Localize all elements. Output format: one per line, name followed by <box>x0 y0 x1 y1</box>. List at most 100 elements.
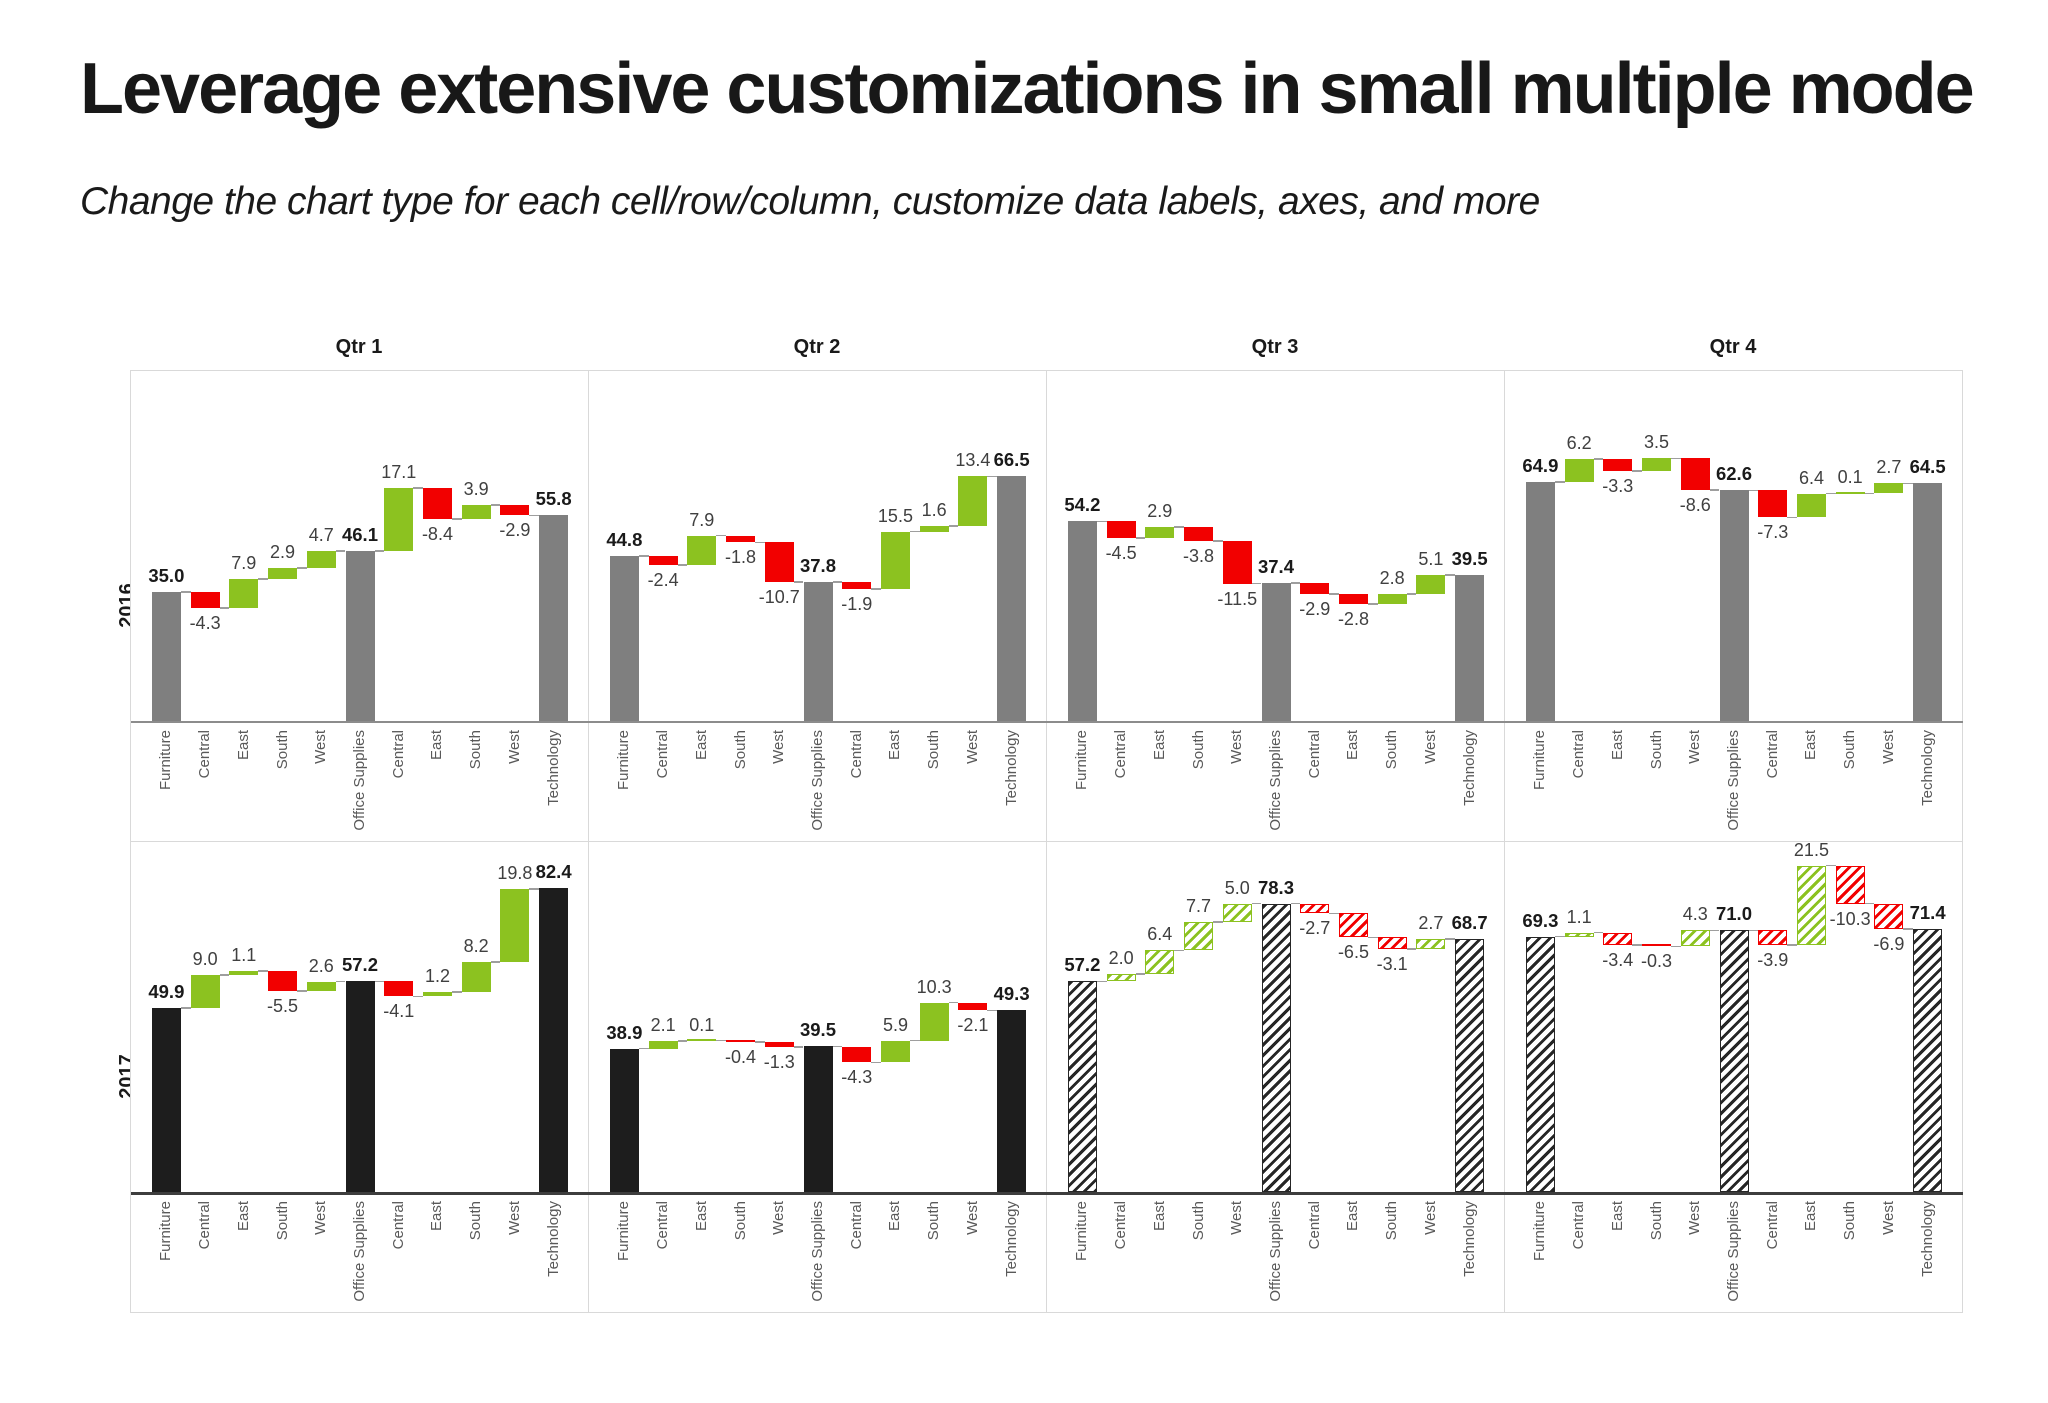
waterfall-bar-furniture-total[interactable] <box>609 555 639 721</box>
chart-cell-2016-qtr-2: 44.8 -2.4 7.9 -1.8 -10.7 37.8 -1.9 15.5 1.6 13.4 6… <box>589 371 1047 842</box>
waterfall-bar-west[interactable] <box>1416 938 1446 949</box>
waterfall-connector <box>529 888 540 890</box>
waterfall-bar-east[interactable] <box>1145 950 1175 974</box>
waterfall-bar-west[interactable] <box>1680 930 1710 947</box>
waterfall-bar-office-supplies-total[interactable] <box>345 551 375 721</box>
waterfall-bar-office-supplies-total[interactable] <box>1719 490 1749 721</box>
waterfall-bar-furniture-total[interactable] <box>609 1048 639 1192</box>
waterfall-bar-east[interactable] <box>880 531 910 589</box>
waterfall-bar-central[interactable] <box>1758 490 1788 518</box>
waterfall-bar-south[interactable] <box>1377 937 1407 949</box>
waterfall-bar-technology-total[interactable] <box>539 515 569 721</box>
waterfall-bar-west[interactable] <box>1222 541 1252 584</box>
waterfall-bar-east[interactable] <box>880 1040 910 1063</box>
waterfall-bar-furniture-total[interactable] <box>1525 936 1555 1192</box>
waterfall-bar-furniture-total[interactable] <box>151 592 181 721</box>
waterfall-bar-furniture-total[interactable] <box>1067 521 1097 721</box>
waterfall-bar-central[interactable] <box>1758 930 1788 945</box>
category-label-east: East <box>692 730 710 761</box>
waterfall-bar-east[interactable] <box>1603 932 1633 946</box>
waterfall-bar-west[interactable] <box>1416 575 1446 594</box>
category-label-central: Central <box>389 1201 407 1250</box>
waterfall-bar-central[interactable] <box>384 981 414 997</box>
waterfall-bar-east[interactable] <box>1796 865 1826 945</box>
waterfall-bar-central[interactable] <box>190 592 220 608</box>
waterfall-bar-south[interactable] <box>1835 865 1865 904</box>
waterfall-bar-east[interactable] <box>422 488 452 520</box>
waterfall-bar-west[interactable] <box>958 1002 988 1011</box>
waterfall-bar-central[interactable] <box>1564 459 1594 482</box>
waterfall-bar-south[interactable] <box>1377 593 1407 605</box>
waterfall-bar-east[interactable] <box>1338 913 1368 938</box>
waterfall-bar-west[interactable] <box>500 504 530 516</box>
waterfall-bar-east[interactable] <box>1796 493 1826 518</box>
waterfall-bar-south[interactable] <box>1184 527 1214 542</box>
waterfall-bar-west[interactable] <box>1680 458 1710 490</box>
waterfall-bar-technology-total[interactable] <box>539 888 569 1192</box>
waterfall-bar-east[interactable] <box>229 578 259 608</box>
waterfall-bar-west[interactable] <box>958 476 988 526</box>
waterfall-bar-west[interactable] <box>306 550 336 569</box>
data-label-west: 4.7 <box>308 524 334 545</box>
waterfall-connector <box>1554 935 1565 938</box>
waterfall-bar-east[interactable] <box>687 535 717 565</box>
waterfall-bar-east[interactable] <box>1145 527 1175 538</box>
waterfall-bar-south[interactable] <box>919 1002 949 1041</box>
waterfall-bar-south[interactable] <box>1642 944 1672 947</box>
waterfall-bar-west[interactable] <box>764 542 794 582</box>
waterfall-bar-central[interactable] <box>1106 973 1136 982</box>
waterfall-bar-technology-total[interactable] <box>1455 575 1485 721</box>
waterfall-bar-technology-total[interactable] <box>1455 938 1485 1192</box>
category-axis: Furniture Central East South West Office Supp… <box>589 724 1047 839</box>
waterfall-bar-central[interactable] <box>384 488 414 552</box>
waterfall-bar-office-supplies-total[interactable] <box>803 1046 833 1192</box>
waterfall-bar-south[interactable] <box>1835 491 1865 494</box>
waterfall-bar-south[interactable] <box>268 568 298 579</box>
waterfall-bar-office-supplies-total[interactable] <box>345 981 375 1192</box>
waterfall-bar-office-supplies-total[interactable] <box>1719 930 1749 1192</box>
waterfall-bar-east[interactable] <box>229 970 259 975</box>
waterfall-bar-technology-total[interactable] <box>997 476 1027 721</box>
waterfall-bar-east[interactable] <box>1603 459 1633 472</box>
waterfall-bar-south[interactable] <box>1184 921 1214 951</box>
waterfall-bar-south[interactable] <box>919 525 949 532</box>
waterfall-bar-south[interactable] <box>461 504 491 520</box>
category-label-technology: Technology <box>1918 730 1936 806</box>
waterfall-bar-west[interactable] <box>500 888 530 962</box>
data-label-central: -2.4 <box>647 569 679 590</box>
waterfall-bar-central[interactable] <box>1106 521 1136 538</box>
waterfall-bar-south[interactable] <box>461 961 491 992</box>
waterfall-bar-central[interactable] <box>190 975 220 1009</box>
waterfall-bar-technology-total[interactable] <box>997 1010 1027 1192</box>
waterfall-bar-central[interactable] <box>648 1040 678 1049</box>
waterfall-bar-south[interactable] <box>726 1040 756 1043</box>
waterfall-bar-central[interactable] <box>842 1046 872 1063</box>
category-label-technology: Technology <box>1002 730 1020 806</box>
waterfall-bar-east[interactable] <box>422 991 452 997</box>
waterfall-bar-furniture-total[interactable] <box>1525 481 1555 721</box>
waterfall-bar-west[interactable] <box>1874 483 1904 494</box>
waterfall-bar-south[interactable] <box>726 535 756 543</box>
waterfall-bar-south[interactable] <box>1642 458 1672 472</box>
waterfall-bar-technology-total[interactable] <box>1913 483 1943 721</box>
waterfall-bar-west[interactable] <box>306 981 336 992</box>
waterfall-bar-central[interactable] <box>648 555 678 565</box>
waterfall-connector <box>335 550 346 552</box>
waterfall-bar-central[interactable] <box>1564 932 1594 937</box>
waterfall-connector <box>1135 537 1146 539</box>
waterfall-bar-west[interactable] <box>1222 903 1252 922</box>
waterfall-bar-office-supplies-total[interactable] <box>803 581 833 721</box>
waterfall-bar-furniture-total[interactable] <box>151 1008 181 1192</box>
waterfall-bar-office-supplies-total[interactable] <box>1261 903 1291 1192</box>
waterfall-bar-technology-total[interactable] <box>1913 928 1943 1192</box>
waterfall-bar-south[interactable] <box>268 970 298 992</box>
waterfall-bar-office-supplies-total[interactable] <box>1261 583 1291 721</box>
waterfall-bar-east[interactable] <box>687 1038 717 1041</box>
waterfall-bar-furniture-total[interactable] <box>1067 981 1097 1192</box>
waterfall-bar-central[interactable] <box>1300 903 1330 914</box>
waterfall-bar-east[interactable] <box>1338 593 1368 605</box>
waterfall-bar-west[interactable] <box>1874 903 1904 929</box>
waterfall-bar-west[interactable] <box>764 1042 794 1047</box>
waterfall-bar-central[interactable] <box>842 581 872 589</box>
waterfall-bar-central[interactable] <box>1300 583 1330 594</box>
